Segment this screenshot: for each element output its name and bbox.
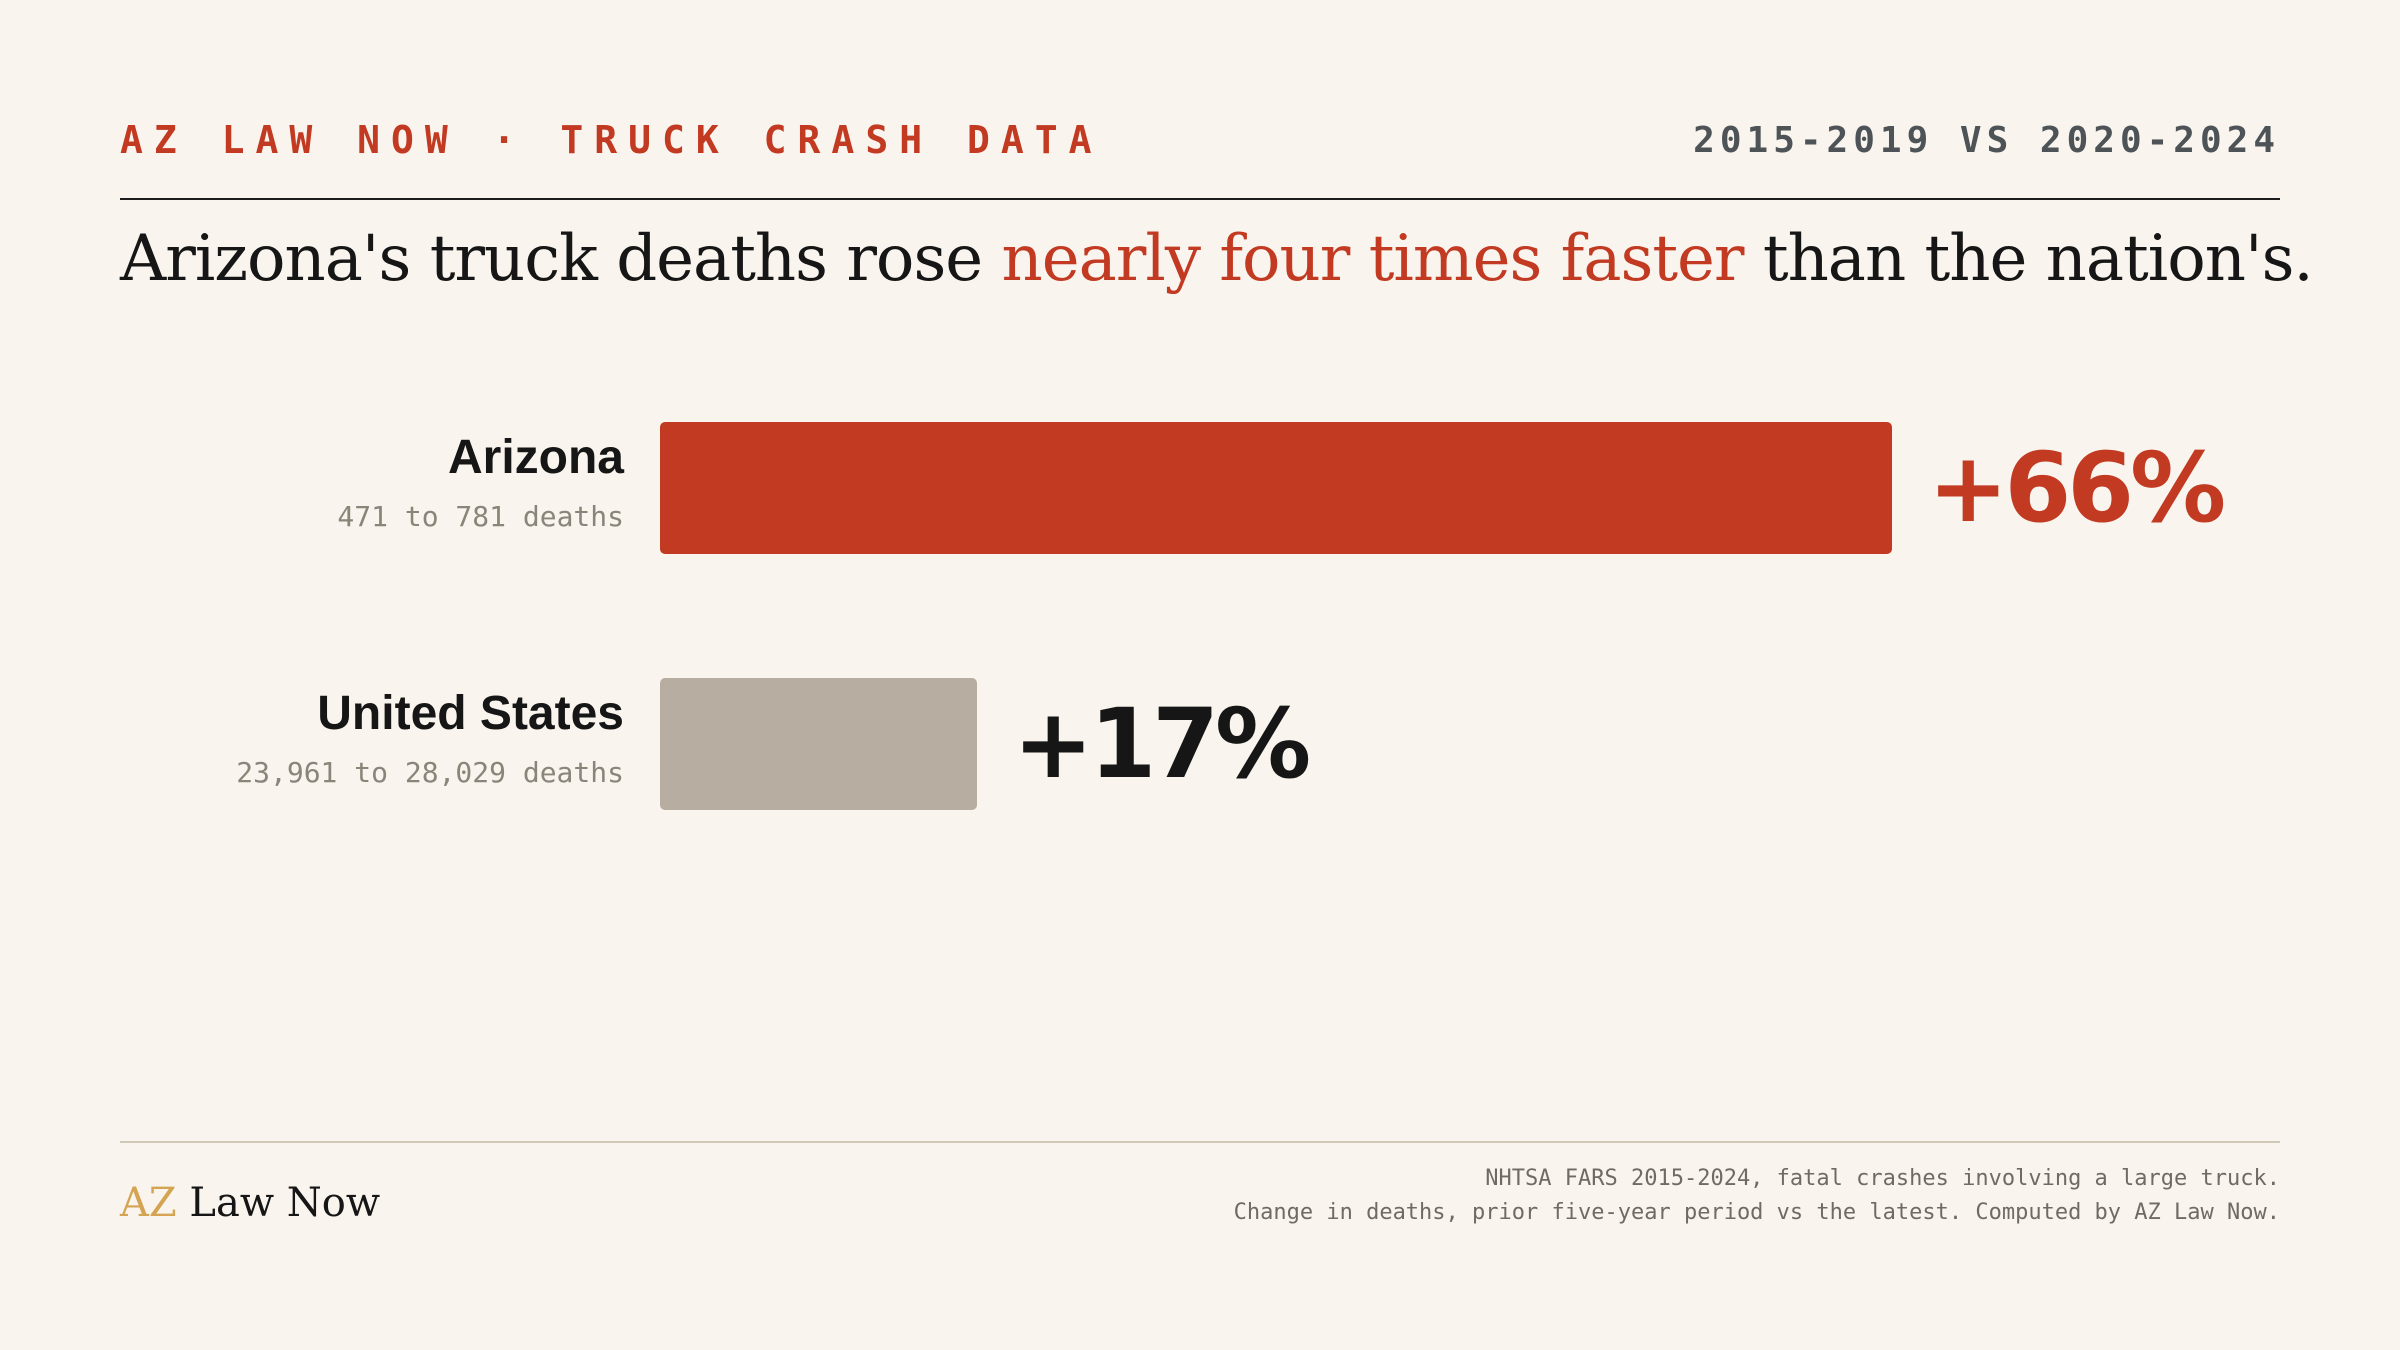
kicker: AZ LAW NOW · TRUCK CRASH DATA [120,118,1103,162]
logo-text: Law Now [176,1180,381,1226]
category-label: Arizona [447,431,624,484]
source-note-line1: NHTSA FARS 2015-2024, fatal crashes invo… [1485,1166,2280,1191]
header-divider [120,198,2280,200]
headline-before: Arizona's truck deaths rose [120,222,1002,296]
footer-divider [120,1141,2280,1143]
bar-united-states [660,678,977,810]
value-label: +17% [1013,688,1311,800]
category-sublabel: 471 to 781 deaths [337,500,624,533]
bar-arizona [660,422,1892,554]
category-sublabel: 23,961 to 28,029 deaths [236,756,624,789]
headline: Arizona's truck deaths rose nearly four … [120,222,2314,296]
brand-logo: AZ Law Now [120,1180,380,1226]
logo-prefix: AZ [120,1180,177,1226]
headline-after: than the nation's. [1743,222,2314,296]
value-label: +66% [1928,432,2226,544]
period-label: 2015-2019 VS 2020-2024 [1693,120,2280,161]
category-label: United States [317,687,624,740]
source-note-line2: Change in deaths, prior five-year period… [1233,1200,2280,1225]
headline-accent: nearly four times faster [1001,222,1745,296]
